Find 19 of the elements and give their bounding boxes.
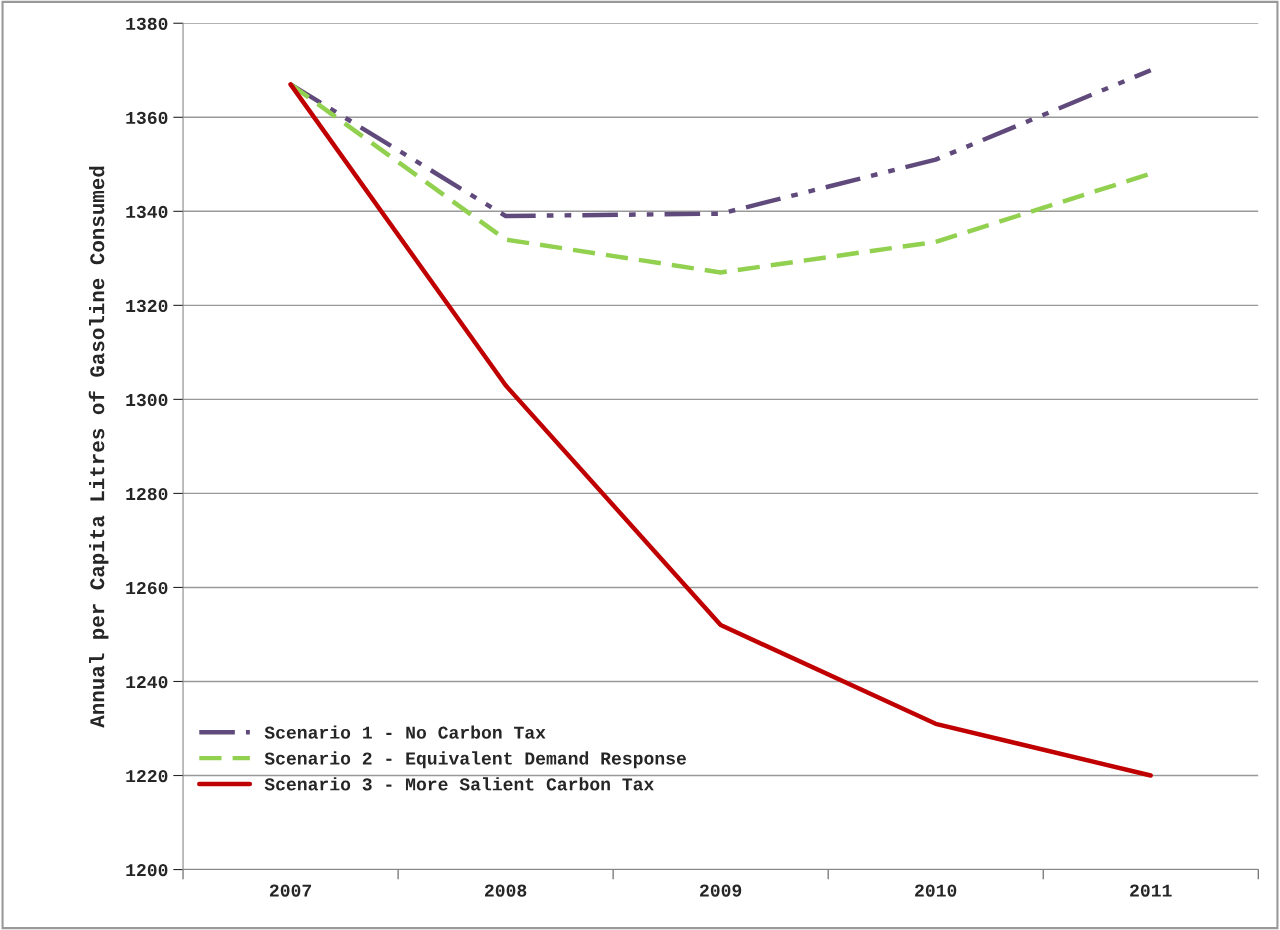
y-tick-label: 1340 xyxy=(126,205,168,219)
y-tick-label: 1300 xyxy=(126,393,168,407)
x-tick-label: 2009 xyxy=(700,884,742,897)
x-tick-label: 2010 xyxy=(915,884,957,897)
y-tick-label: 1220 xyxy=(126,769,168,783)
legend-label: Scenario 2 - Equivalent Demand Response xyxy=(264,751,686,769)
y-tick-label: 1260 xyxy=(126,581,168,595)
x-tick-label: 2008 xyxy=(485,884,527,897)
legend-label: Scenario 3 - More Salient Carbon Tax xyxy=(264,777,654,791)
legend-label: Scenario 1 - No Carbon Tax xyxy=(264,725,546,739)
y-tick-label: 1280 xyxy=(126,487,168,501)
x-tick-label: 2007 xyxy=(269,884,312,897)
y-axis-title: Annual per Capita Litres of Gasoline Consumed xyxy=(88,166,109,728)
y-tick-label: 1240 xyxy=(126,675,168,689)
y-tick-label: 1320 xyxy=(126,299,168,313)
y-tick-label: 1360 xyxy=(126,111,168,125)
x-tick-label: 2011 xyxy=(1130,884,1172,897)
y-tick-label: 1200 xyxy=(126,864,168,877)
y-tick-label: 1380 xyxy=(126,17,168,30)
